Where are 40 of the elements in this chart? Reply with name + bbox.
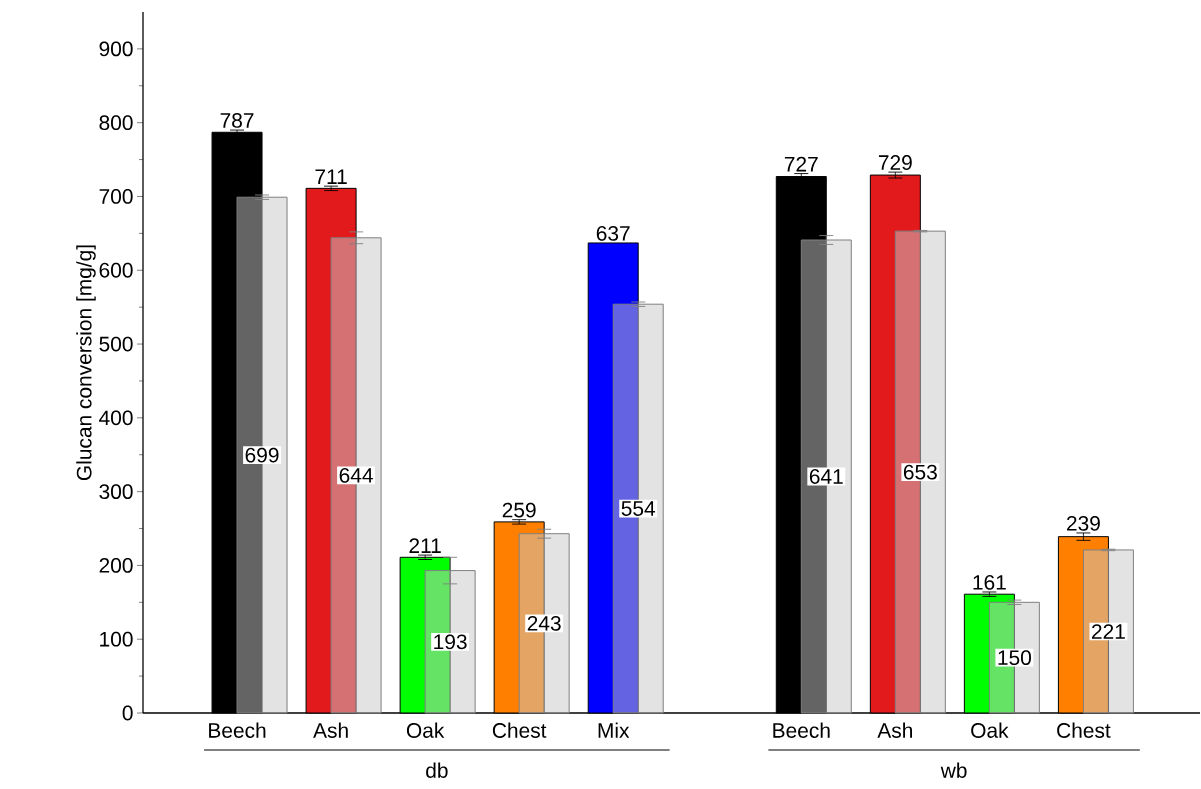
data-label: 150 [998, 650, 1031, 666]
x-tick-label: Ash [313, 722, 348, 738]
y-tick-label: 700 [99, 189, 133, 204]
data-label: 554 [621, 501, 656, 516]
data-label: 699 [245, 447, 279, 463]
x-tick-label: Oak [406, 722, 445, 738]
data-label: 239 [1067, 515, 1100, 531]
x-tick-label: Ash [877, 722, 912, 738]
x-tick-label: Mix [598, 722, 630, 738]
data-label: 243 [527, 615, 561, 631]
data-label: 787 [220, 113, 254, 128]
data-label: 161 [973, 574, 1006, 590]
text: wb [940, 762, 967, 778]
y-tick-label: 800 [99, 115, 133, 131]
y-tick-label: 900 [99, 41, 133, 57]
x-tick-label: Oak [971, 722, 1009, 738]
data-label: 729 [878, 155, 912, 170]
y-tick-label: 400 [99, 410, 133, 426]
data-label: 637 [596, 225, 630, 241]
y-tick-label: 600 [99, 262, 133, 278]
y-tick-label: 300 [99, 484, 133, 500]
x-tick-label: Chest [1057, 722, 1111, 738]
y-tick-label: 200 [99, 558, 133, 573]
y-tick-label: 500 [99, 336, 133, 352]
data-label: 644 [339, 467, 373, 483]
data-label: 641 [809, 469, 843, 484]
x-tick-label: Beech [209, 722, 266, 738]
data-label: 653 [903, 464, 937, 480]
y-tick-label: 0 [122, 705, 133, 721]
data-label: 211 [409, 538, 441, 553]
text: db [426, 762, 448, 778]
y-axis-title: Glucan conversion [mg/g] [76, 245, 96, 481]
data-label: 711 [315, 169, 347, 184]
data-label: 727 [784, 156, 818, 172]
x-tick-label: Chest [492, 722, 547, 738]
y-tick-label: 100 [100, 631, 133, 647]
data-label: 259 [502, 502, 536, 518]
data-label: 221 [1092, 624, 1125, 639]
x-tick-label: Beech [773, 722, 830, 738]
data-label: 193 [434, 634, 467, 650]
